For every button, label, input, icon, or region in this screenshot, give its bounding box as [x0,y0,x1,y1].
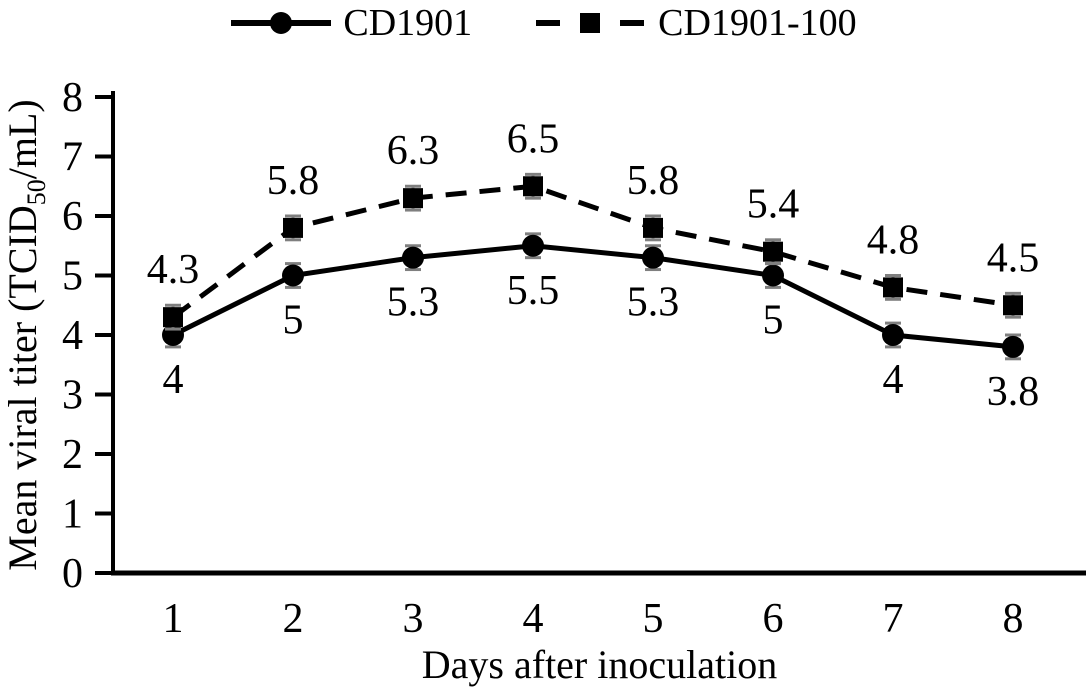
y-tick-label: 5 [62,254,83,300]
data-point-label: 6.5 [507,116,560,162]
series-line-cd1901 [171,243,1014,350]
data-point-label: 5.3 [627,280,680,326]
data-point-label: 4.5 [987,235,1040,281]
series-line-cd1901-100 [171,183,1014,320]
data-point-square [523,176,543,197]
y-tick-label: 1 [62,492,83,538]
y-tick-label: 2 [62,432,83,478]
data-point-label: 3.8 [987,369,1040,415]
data-point-label: 4 [883,357,904,403]
data-point-label: 5 [283,298,304,344]
data-point-square [163,307,183,328]
data-point-label: 4.3 [147,247,200,293]
legend-item-cd1901: CD1901 [231,4,472,42]
y-tick-label: 4 [62,313,83,359]
data-point-circle [1002,335,1024,358]
data-point-circle [882,324,904,346]
x-tick-label: 3 [403,596,424,642]
data-point-square [883,277,903,298]
data-point-label: 5.8 [627,158,680,204]
y-axis-title: Mean viral titer (TCID50/mL) [0,99,51,570]
data-point-square [643,217,663,238]
x-tick-label: 5 [643,596,664,642]
x-tick-label: 1 [163,596,184,642]
x-tick-label: 2 [283,596,304,642]
data-point-label: 5 [763,298,784,344]
data-point-square [763,241,783,262]
legend-item-cd1901-100: CD1901-100 [534,2,857,44]
data-point-label: 6.3 [387,128,440,174]
y-tick-label: 8 [62,75,83,121]
dashed-line-square-marker-icon [536,13,645,33]
legend-label-cd1901-100: CD1901-100 [658,2,857,44]
data-point-label: 5.3 [387,280,440,326]
data-point-label: 5.4 [747,182,800,228]
y-tick-label: 3 [62,373,83,419]
data-point-circle [402,246,424,269]
y-tick-label: 6 [62,194,83,240]
x-tick-label: 7 [883,596,904,642]
y-tick-label: 7 [62,135,83,181]
data-point-square [403,188,423,209]
data-point-square [283,217,303,238]
x-tick-label: 6 [763,596,784,642]
data-point-circle [642,246,664,269]
data-point-circle [762,264,784,287]
y-tick-label: 0 [62,551,83,597]
chart-legend: CD1901 CD1901-100 [0,4,1088,42]
data-point-label: 4.8 [867,217,920,263]
solid-line-circle-marker-icon [231,12,332,34]
legend-label-cd1901: CD1901 [343,2,473,44]
data-point-square [1003,295,1023,316]
data-point-circle [282,264,304,287]
data-point-label: 4 [163,357,184,403]
data-point-label: 5.8 [267,158,320,204]
x-axis-title: Days after inoculation [422,642,777,687]
data-point-label: 5.5 [507,268,560,314]
x-tick-label: 4 [523,596,544,642]
x-tick-label: 8 [1003,596,1024,642]
data-point-circle [522,234,544,257]
